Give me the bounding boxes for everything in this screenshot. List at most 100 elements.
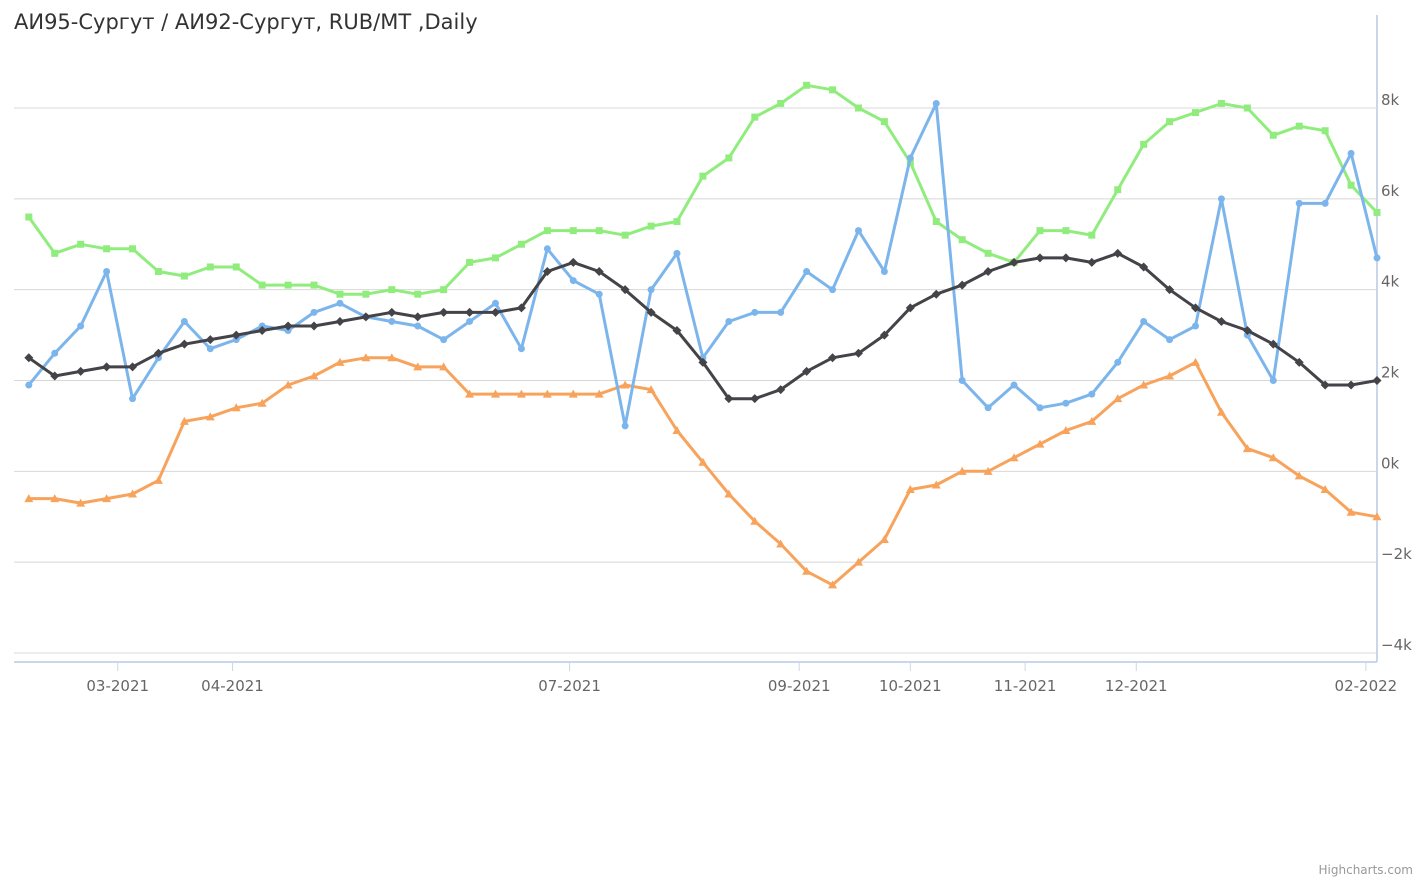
data-point[interactable] <box>491 254 499 262</box>
data-point[interactable] <box>1009 453 1019 462</box>
data-point[interactable] <box>672 425 682 434</box>
data-point[interactable] <box>803 81 811 89</box>
data-point[interactable] <box>310 281 318 289</box>
data-point[interactable] <box>568 389 578 398</box>
data-point[interactable] <box>802 566 812 575</box>
data-point[interactable] <box>179 416 189 425</box>
data-point[interactable] <box>932 99 940 107</box>
data-point[interactable] <box>879 330 889 340</box>
data-point[interactable] <box>931 480 941 489</box>
data-point[interactable] <box>439 362 449 371</box>
data-point[interactable] <box>129 245 137 253</box>
data-point[interactable] <box>517 345 525 353</box>
data-point[interactable] <box>1061 253 1071 263</box>
data-point[interactable] <box>466 258 474 266</box>
data-point[interactable] <box>309 371 319 380</box>
data-point[interactable] <box>1087 257 1097 267</box>
data-point[interactable] <box>232 263 240 271</box>
data-point[interactable] <box>647 286 655 294</box>
data-point[interactable] <box>1346 507 1356 516</box>
data-point[interactable] <box>413 312 423 322</box>
data-point[interactable] <box>828 580 838 589</box>
data-point[interactable] <box>1139 380 1149 389</box>
data-point[interactable] <box>77 240 85 248</box>
data-point[interactable] <box>1269 131 1277 139</box>
data-point[interactable] <box>725 317 733 325</box>
data-point[interactable] <box>698 357 708 367</box>
data-point[interactable] <box>621 422 629 430</box>
data-point[interactable] <box>906 154 914 162</box>
data-point[interactable] <box>543 245 551 253</box>
data-point[interactable] <box>1088 390 1096 398</box>
data-point[interactable] <box>24 494 34 503</box>
data-point[interactable] <box>154 354 162 362</box>
data-point[interactable] <box>154 268 162 275</box>
data-point[interactable] <box>388 286 396 294</box>
data-point[interactable] <box>1114 358 1122 366</box>
data-point[interactable] <box>1373 254 1381 262</box>
data-point[interactable] <box>440 286 448 294</box>
data-point[interactable] <box>179 339 189 349</box>
data-point[interactable] <box>335 316 345 326</box>
data-point[interactable] <box>1320 485 1330 493</box>
data-point[interactable] <box>336 299 344 307</box>
data-point[interactable] <box>128 489 138 498</box>
data-point[interactable] <box>750 394 760 404</box>
data-point[interactable] <box>1268 453 1278 462</box>
data-point[interactable] <box>440 336 448 344</box>
data-point[interactable] <box>465 307 475 317</box>
data-point[interactable] <box>750 516 760 525</box>
data-point[interactable] <box>958 236 966 244</box>
data-point[interactable] <box>1217 99 1225 107</box>
data-point[interactable] <box>1268 339 1278 349</box>
data-point[interactable] <box>905 485 915 493</box>
data-point[interactable] <box>1243 331 1251 339</box>
data-point[interactable] <box>699 172 707 180</box>
data-point[interactable] <box>1295 199 1303 207</box>
data-point[interactable] <box>1347 181 1355 189</box>
data-point[interactable] <box>1295 122 1303 130</box>
data-point[interactable] <box>647 222 655 230</box>
data-point[interactable] <box>361 353 371 362</box>
data-point[interactable] <box>724 394 734 404</box>
data-point[interactable] <box>542 389 552 398</box>
data-point[interactable] <box>879 534 889 543</box>
data-point[interactable] <box>1372 376 1382 385</box>
data-point[interactable] <box>1009 257 1019 267</box>
data-point[interactable] <box>569 227 577 235</box>
data-point[interactable] <box>25 381 33 389</box>
data-point[interactable] <box>1139 262 1149 272</box>
data-point[interactable] <box>283 380 293 389</box>
data-point[interactable] <box>1191 303 1201 313</box>
data-point[interactable] <box>1114 186 1122 194</box>
data-point[interactable] <box>1372 512 1382 521</box>
data-point[interactable] <box>1088 231 1096 239</box>
data-point[interactable] <box>931 289 941 299</box>
data-point[interactable] <box>1217 195 1225 203</box>
data-point[interactable] <box>335 357 345 366</box>
data-point[interactable] <box>853 348 863 358</box>
data-point[interactable] <box>128 362 138 372</box>
data-point[interactable] <box>751 308 759 316</box>
data-point[interactable] <box>853 557 863 566</box>
data-point[interactable] <box>646 385 656 394</box>
data-point[interactable] <box>1035 253 1045 263</box>
data-point[interactable] <box>309 321 319 331</box>
data-point[interactable] <box>983 466 993 475</box>
data-point[interactable] <box>258 322 266 330</box>
data-point[interactable] <box>646 307 656 317</box>
data-point[interactable] <box>802 366 812 376</box>
data-point[interactable] <box>621 231 629 239</box>
data-point[interactable] <box>387 353 397 362</box>
data-point[interactable] <box>517 240 525 248</box>
data-point[interactable] <box>284 327 292 335</box>
data-point[interactable] <box>1062 399 1070 407</box>
data-point[interactable] <box>829 286 837 294</box>
data-point[interactable] <box>1140 317 1148 325</box>
data-point[interactable] <box>257 326 267 336</box>
data-point[interactable] <box>751 113 759 121</box>
data-point[interactable] <box>1165 285 1175 295</box>
data-point[interactable] <box>51 249 59 257</box>
data-point[interactable] <box>724 489 734 498</box>
data-point[interactable] <box>77 322 85 330</box>
